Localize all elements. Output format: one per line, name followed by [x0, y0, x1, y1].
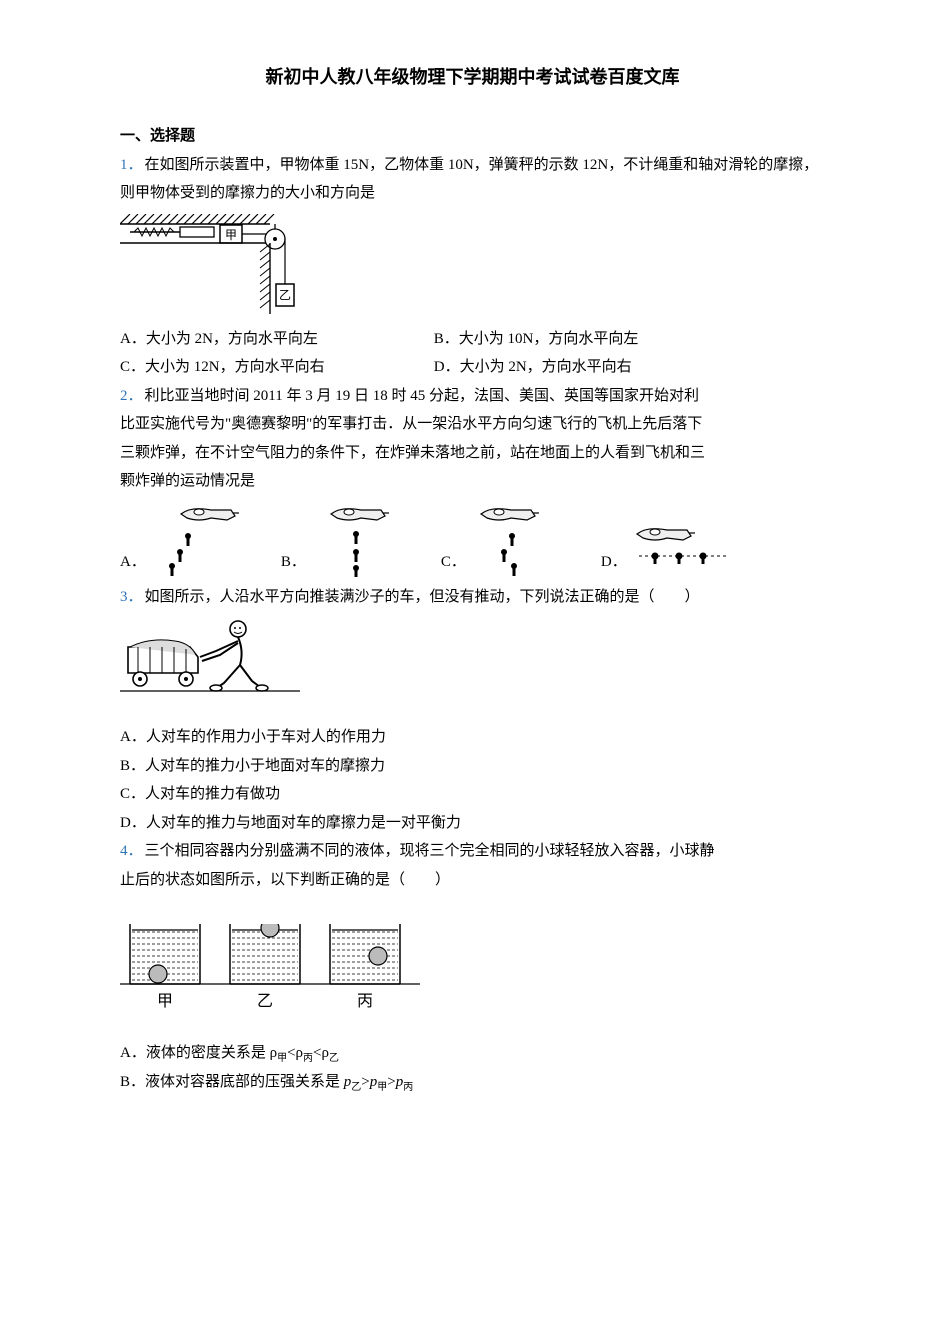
q4-line2: 止后的状态如图所示，以下判断正确的是（ ） [120, 866, 825, 895]
q4-b-pre: B．液体对容器底部的压强关系是 [120, 1074, 344, 1090]
q4-a-m1: <ρ [287, 1045, 303, 1061]
q4-a-pre: A．液体的密度关系是 ρ [120, 1045, 277, 1061]
q4-b-s2: 甲 [377, 1082, 387, 1093]
q4-b-s1: 乙 [351, 1082, 361, 1093]
q2-number: 2． [120, 388, 143, 404]
q2-option-b-label: B． [281, 548, 306, 577]
q2-text1: 利比亚当地时间 2011 年 3 月 19 日 18 时 45 分起，法国、美国… [145, 388, 699, 404]
q2-option-d-label: D． [601, 548, 627, 577]
section-heading: 一、选择题 [120, 122, 825, 151]
q1-option-a: A．大小为 2N，方向水平向左 [120, 325, 430, 354]
svg-text:甲: 甲 [225, 228, 237, 242]
q1-number: 1． [120, 157, 143, 173]
q3-option-b: B．人对车的推力小于地面对车的摩擦力 [120, 752, 825, 781]
q4-b-m1: > [361, 1074, 369, 1090]
svg-text:乙: 乙 [279, 288, 291, 302]
q1-option-c: C．大小为 12N，方向水平向右 [120, 353, 430, 382]
q3-text: 如图所示，人沿水平方向推装满沙子的车，但没有推动，下列说法正确的是（ ） [145, 589, 700, 605]
q3-option-c: C．人对车的推力有做功 [120, 780, 825, 809]
q2-line2: 比亚实施代号为"奥德赛黎明"的军事打击．从一架沿水平方向匀速飞行的飞机上先后落下 [120, 410, 825, 439]
q4-text1: 三个相同容器内分别盛满不同的液体，现将三个完全相同的小球轻轻放入容器，小球静 [145, 843, 715, 859]
q4-label-yi: 乙 [257, 993, 273, 1010]
q3-option-a: A．人对车的作用力小于车对人的作用力 [120, 723, 825, 752]
page-title: 新初中人教八年级物理下学期期中考试试卷百度文库 [120, 60, 825, 94]
q4-option-a: A．液体的密度关系是 ρ甲<ρ丙<ρ乙 [120, 1039, 825, 1068]
q3-number: 3． [120, 589, 143, 605]
q3-stem: 3．如图所示，人沿水平方向推装满沙子的车，但没有推动，下列说法正确的是（ ） [120, 583, 825, 612]
q1-option-b: B．大小为 10N，方向水平向左 [434, 325, 639, 354]
q4-b-s3: 丙 [403, 1082, 413, 1093]
q4-a-s3: 乙 [329, 1053, 339, 1064]
q2-option-c-label: C． [441, 548, 466, 577]
q4-line1: 4．三个相同容器内分别盛满不同的液体，现将三个完全相同的小球轻轻放入容器，小球静 [120, 837, 825, 866]
q4-b-m2: > [387, 1074, 395, 1090]
q1-options-row1: A．大小为 2N，方向水平向左 B．大小为 10N，方向水平向左 [120, 325, 825, 354]
q2-options-row: A． B． [120, 502, 825, 577]
q3-diagram [120, 617, 825, 717]
q1-diagram: 甲 乙 [120, 214, 825, 319]
q3-option-d: D．人对车的推力与地面对车的摩擦力是一对平衡力 [120, 809, 825, 838]
q4-label-jia: 甲 [157, 993, 173, 1010]
q4-diagram: 甲 乙 [120, 924, 825, 1019]
q4-option-b: B．液体对容器底部的压强关系是 p乙>p甲>p丙 [120, 1068, 825, 1097]
q2-option-a-label: A． [120, 548, 146, 577]
q1-options-row2: C．大小为 12N，方向水平向右 D．大小为 2N，方向水平向右 [120, 353, 825, 382]
q2-line4: 颗炸弹的运动情况是 [120, 467, 825, 496]
q1-option-d: D．大小为 2N，方向水平向右 [434, 353, 632, 382]
q1-text: 在如图所示装置中，甲物体重 15N，乙物体重 10N，弹簧秤的示数 12N，不计… [120, 157, 818, 202]
q1-stem: 1．在如图所示装置中，甲物体重 15N，乙物体重 10N，弹簧秤的示数 12N，… [120, 151, 825, 208]
q4-a-s1: 甲 [277, 1053, 287, 1064]
q4-number: 4． [120, 843, 143, 859]
q4-a-s2: 丙 [303, 1053, 313, 1064]
q2-line1: 2．利比亚当地时间 2011 年 3 月 19 日 18 时 45 分起，法国、… [120, 382, 825, 411]
q4-label-bing: 丙 [357, 993, 373, 1010]
q4-a-m2: <ρ [313, 1045, 329, 1061]
q2-line3: 三颗炸弹，在不计空气阻力的条件下，在炸弹未落地之前，站在地面上的人看到飞机和三 [120, 439, 825, 468]
